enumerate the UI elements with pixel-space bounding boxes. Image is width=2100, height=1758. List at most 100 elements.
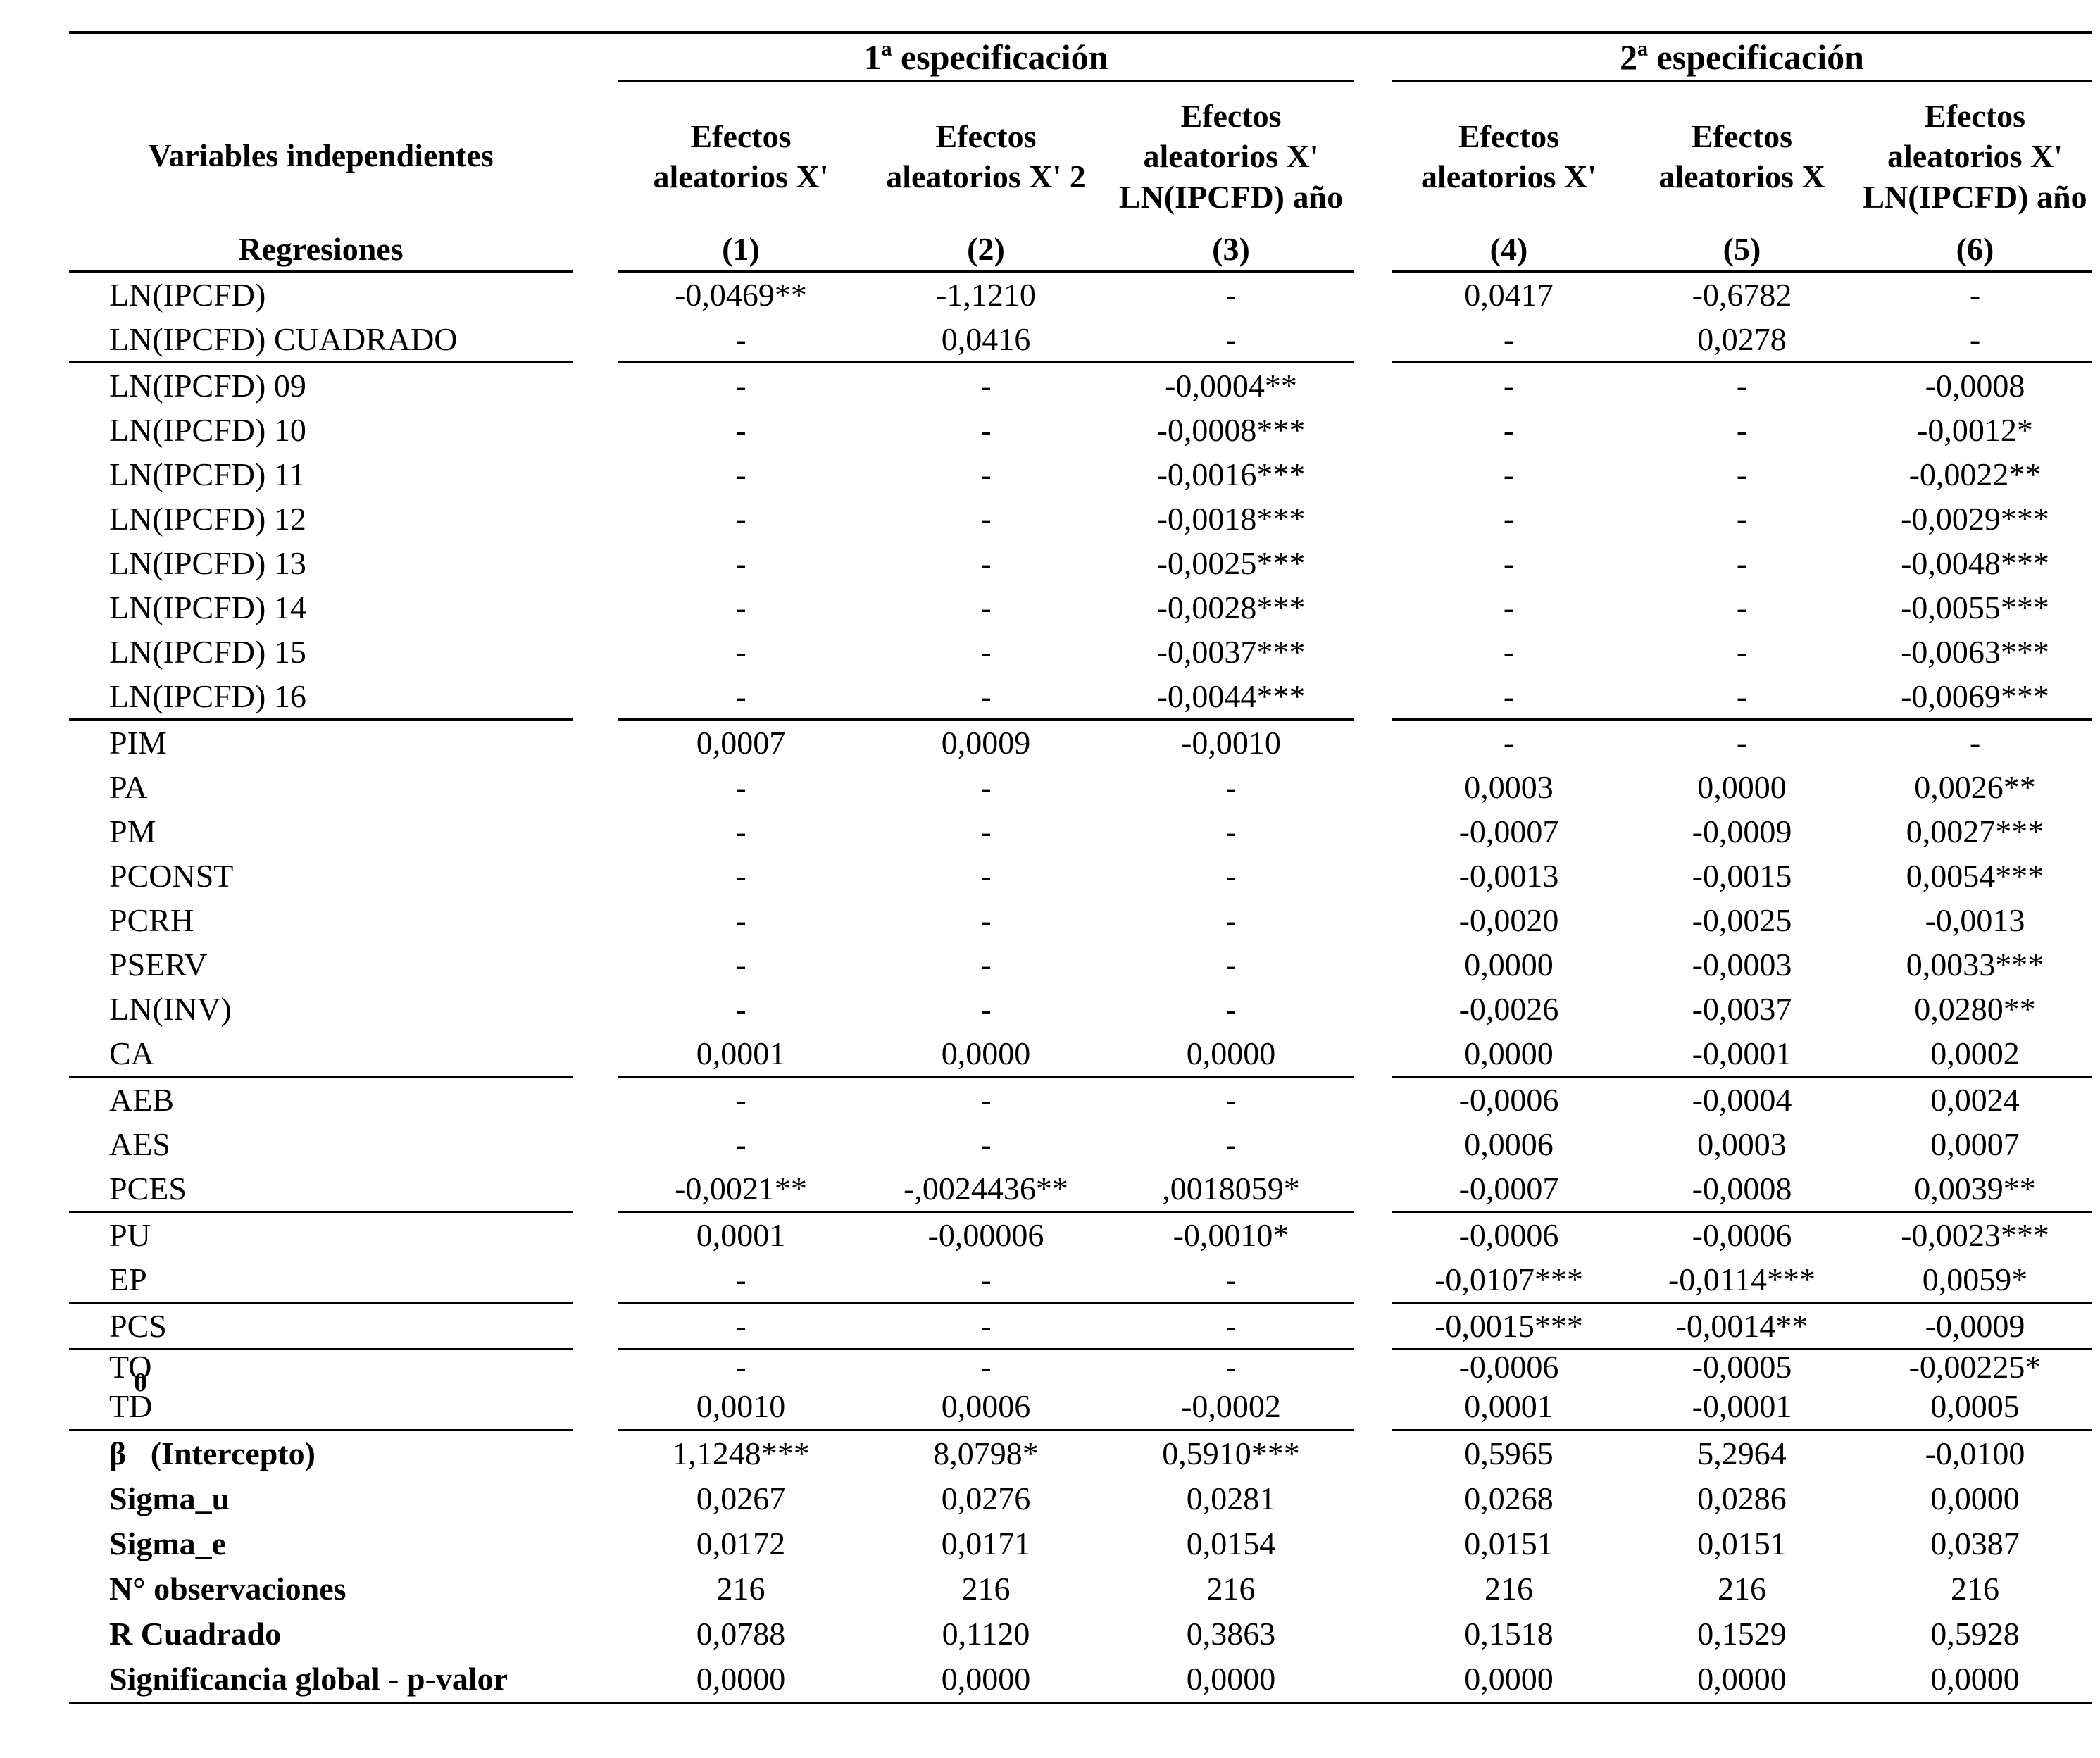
value-cell: -0,0022** bbox=[1908, 456, 2042, 492]
row-separator-rule bbox=[69, 718, 2092, 721]
value-cell: -0,0025 bbox=[1692, 902, 1792, 938]
value-cell: -0,0001 bbox=[1692, 1035, 1792, 1071]
rule-segment bbox=[69, 1211, 573, 1213]
rule-gap bbox=[573, 1211, 618, 1213]
spec2-title: 2ª especificación bbox=[1620, 37, 1864, 77]
value-cell: 0,0000 bbox=[1464, 1035, 1554, 1071]
value-cell: -0,0008 bbox=[1925, 367, 2025, 404]
rule-segment bbox=[1392, 270, 2092, 273]
value-cell: - bbox=[1736, 456, 1748, 492]
table-top-rule bbox=[69, 31, 2092, 34]
value-cell: - bbox=[1225, 1261, 1237, 1297]
value-cell: 0,0151 bbox=[1464, 1526, 1554, 1561]
value-cell: -0,0009 bbox=[1692, 813, 1792, 849]
row-label: Sigma_e bbox=[109, 1526, 227, 1561]
value-cell: 0,0267 bbox=[696, 1480, 786, 1516]
rule-segment bbox=[618, 1348, 1354, 1350]
rule-segment bbox=[1392, 1348, 2092, 1350]
row-label: EP bbox=[109, 1261, 147, 1297]
value-cell: - bbox=[735, 589, 746, 625]
table-row: TO - - - -0,0006 -0,0005 -0,00225* bbox=[69, 1350, 2092, 1384]
value-cell: - bbox=[735, 857, 746, 894]
value-cell: 0,0003 bbox=[1464, 768, 1554, 805]
table-row: LN(IPCFD) 11 - - -0,0016*** - - -0,0022** bbox=[69, 452, 2092, 497]
corner-cell: Variables independientes Regresiones bbox=[69, 82, 573, 270]
value-cell: 0,0033*** bbox=[1906, 946, 2044, 983]
value-cell: - bbox=[735, 456, 746, 492]
value-cell: -0,0008 bbox=[1692, 1170, 1792, 1207]
value-cell: 0,0007 bbox=[1930, 1126, 2020, 1162]
row-label: PCONST bbox=[109, 857, 234, 894]
value-cell: - bbox=[980, 768, 992, 805]
value-cell: -0,0026 bbox=[1458, 990, 1559, 1027]
table-row: PIM 0,0007 0,0009 -0,0010 - - - bbox=[69, 721, 2092, 765]
table-row: LN(IPCFD) CUADRADO - 0,0416 - - 0,0278 - bbox=[69, 317, 2092, 361]
value-cell: 0,0000 bbox=[1930, 1480, 2020, 1516]
value-cell: 0,0172 bbox=[696, 1526, 786, 1561]
table-row: LN(IPCFD) 10 - - -0,0008*** - - -0,0012* bbox=[69, 408, 2092, 452]
value-cell: -0,0025*** bbox=[1156, 544, 1306, 581]
value-cell: - bbox=[1503, 678, 1515, 714]
table-row: LN(IPCFD) 13 - - -0,0025*** - - -0,0048*** bbox=[69, 541, 2092, 585]
value-cell: 216 bbox=[1718, 1571, 1766, 1607]
table-row: Significancia global - p-valor 0,0000 0,00… bbox=[69, 1657, 2092, 1702]
rule-gap bbox=[1354, 1429, 1392, 1431]
value-cell: 1,1248*** bbox=[672, 1435, 810, 1471]
column-header-3: Efectos aleatorios X' LN(IPCFD) año (3) bbox=[1108, 82, 1354, 270]
column-header-4: Efectos aleatorios X' (4) bbox=[1392, 82, 1625, 270]
value-cell: - bbox=[980, 857, 992, 894]
regresiones-label: Regresiones bbox=[238, 230, 404, 267]
value-cell: 0,0281 bbox=[1186, 1480, 1276, 1516]
value-cell: 0,0026** bbox=[1914, 768, 2036, 805]
row-label: LN(IPCFD) 12 bbox=[109, 500, 306, 537]
value-cell: 0,0000 bbox=[1464, 1661, 1554, 1697]
value-cell: - bbox=[1503, 724, 1515, 761]
value-cell: - bbox=[1503, 456, 1515, 492]
value-cell: 0,0010 bbox=[696, 1388, 786, 1424]
value-cell: 0,0417 bbox=[1464, 276, 1554, 313]
value-cell: -0,0006 bbox=[1692, 1216, 1792, 1253]
value-cell: -0,0029*** bbox=[1901, 500, 2049, 537]
rule-gap bbox=[1354, 1348, 1392, 1350]
value-cell: - bbox=[1736, 500, 1748, 537]
value-cell: - bbox=[980, 1349, 992, 1385]
value-cell: - bbox=[980, 500, 992, 537]
value-cell: -0,0007 bbox=[1458, 1170, 1559, 1207]
value-cell: -0,0001 bbox=[1692, 1388, 1792, 1424]
value-cell: -0,0006 bbox=[1458, 1216, 1559, 1253]
value-cell: - bbox=[980, 990, 992, 1027]
value-cell: - bbox=[735, 1307, 746, 1344]
value-cell: - bbox=[1225, 990, 1237, 1027]
table-row: LN(IPCFD) 16 - - -0,0044*** - - -0,0069*** bbox=[69, 674, 2092, 718]
rule-segment bbox=[1392, 80, 2092, 82]
rule-segment bbox=[1392, 1076, 2092, 1078]
row-label: LN(IPCFD) 10 bbox=[109, 411, 306, 448]
value-cell: - bbox=[1736, 411, 1748, 448]
rule-segment bbox=[69, 361, 573, 363]
stray-zero-label: 0 bbox=[134, 1368, 147, 1397]
row-separator-rule bbox=[69, 1302, 2092, 1304]
value-cell: -0,0023*** bbox=[1901, 1216, 2049, 1253]
rule-segment bbox=[618, 1211, 1354, 1213]
value-cell: -0,0018*** bbox=[1156, 500, 1306, 537]
value-cell: - bbox=[1225, 946, 1237, 983]
value-cell: - bbox=[735, 500, 746, 537]
value-cell: 0,0006 bbox=[941, 1388, 1031, 1424]
column-header-text: Efectos aleatorios X bbox=[1658, 118, 1825, 195]
column-header-text: Efectos aleatorios X' bbox=[1420, 118, 1597, 195]
column-header-text: Efectos aleatorios X' LN(IPCFD) año bbox=[1118, 97, 1344, 215]
table-row: LN(IPCFD) 15 - - -0,0037*** - - -0,0063*** bbox=[69, 630, 2092, 674]
row-label: TO bbox=[109, 1349, 152, 1385]
header-gap bbox=[1354, 82, 1392, 270]
row-separator-rule bbox=[69, 361, 2092, 363]
value-cell: -0,0006 bbox=[1458, 1081, 1559, 1118]
table-row: LN(IPCFD) 14 - - -0,0028*** - - -0,0055*** bbox=[69, 585, 2092, 630]
column-header-text: Efectos aleatorios X' LN(IPCFD) año bbox=[1863, 97, 2087, 215]
value-cell: -0,0055*** bbox=[1901, 589, 2049, 625]
value-cell: - bbox=[1736, 544, 1748, 581]
value-cell: - bbox=[1503, 411, 1515, 448]
table-row: PSERV - - - 0,0000 -0,0003 0,0033*** bbox=[69, 942, 2092, 987]
row-label: PU bbox=[109, 1216, 151, 1253]
value-cell: -0,0004 bbox=[1692, 1081, 1792, 1118]
